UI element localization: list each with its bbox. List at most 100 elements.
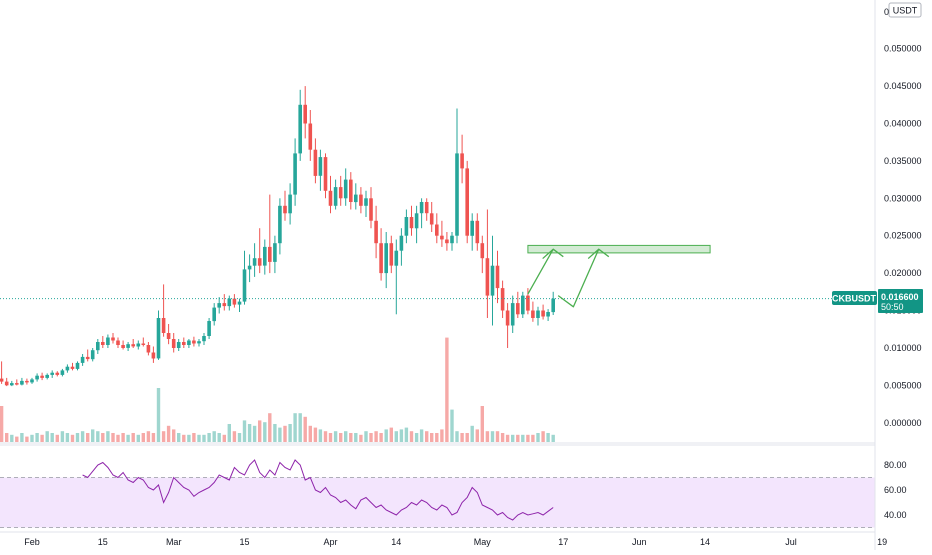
candle[interactable]	[516, 291, 520, 318]
candle[interactable]	[268, 194, 272, 274]
candle[interactable]	[546, 309, 550, 321]
candle[interactable]	[460, 134, 464, 184]
candle[interactable]	[354, 183, 358, 210]
candle[interactable]	[212, 303, 216, 326]
candle[interactable]	[288, 183, 292, 225]
candle[interactable]	[0, 361, 4, 384]
candle[interactable]	[455, 108, 459, 244]
candle[interactable]	[510, 295, 515, 333]
candle[interactable]	[126, 342, 130, 351]
candle[interactable]	[247, 254, 252, 283]
candle[interactable]	[40, 372, 44, 381]
candle[interactable]	[207, 318, 211, 339]
candlesticks[interactable]	[0, 86, 555, 387]
candle[interactable]	[232, 294, 237, 308]
candle[interactable]	[60, 368, 65, 377]
candle[interactable]	[257, 228, 262, 274]
candle[interactable]	[369, 187, 373, 229]
candle[interactable]	[15, 379, 19, 386]
candle[interactable]	[374, 205, 378, 259]
candle[interactable]	[171, 333, 176, 353]
candle[interactable]	[394, 239, 399, 315]
candle[interactable]	[222, 294, 227, 311]
candle[interactable]	[182, 337, 186, 349]
candle[interactable]	[298, 89, 302, 161]
candle[interactable]	[151, 346, 156, 363]
candle[interactable]	[136, 340, 141, 350]
candle[interactable]	[531, 301, 535, 322]
candle[interactable]	[50, 370, 54, 378]
candle[interactable]	[30, 377, 34, 384]
candle[interactable]	[146, 342, 151, 356]
candle[interactable]	[75, 361, 80, 371]
candle[interactable]	[399, 228, 404, 266]
candle[interactable]	[323, 153, 328, 199]
candle[interactable]	[485, 209, 490, 319]
candle[interactable]	[197, 339, 201, 347]
currency-badge[interactable]: USDT	[888, 2, 922, 18]
candle[interactable]	[278, 198, 282, 255]
candle[interactable]	[328, 175, 333, 214]
candle[interactable]	[465, 160, 469, 244]
candle[interactable]	[419, 198, 424, 229]
candle[interactable]	[470, 213, 474, 251]
candle[interactable]	[4, 377, 9, 387]
candle[interactable]	[80, 354, 85, 366]
candle[interactable]	[445, 232, 449, 251]
candle[interactable]	[90, 348, 95, 362]
candle[interactable]	[192, 336, 196, 347]
candle[interactable]	[242, 250, 247, 305]
candle[interactable]	[273, 235, 277, 274]
candle[interactable]	[495, 250, 500, 304]
candle[interactable]	[161, 284, 166, 337]
candle[interactable]	[70, 362, 75, 371]
candle[interactable]	[141, 337, 146, 347]
candle[interactable]	[176, 339, 181, 351]
candle[interactable]	[521, 291, 525, 318]
candle[interactable]	[480, 235, 485, 274]
candle[interactable]	[35, 373, 39, 382]
candle[interactable]	[65, 364, 70, 373]
candle[interactable]	[96, 339, 100, 354]
projection-arrow[interactable]	[557, 248, 610, 308]
candle[interactable]	[20, 377, 24, 386]
candle[interactable]	[121, 340, 125, 350]
candle[interactable]	[131, 339, 135, 348]
candle[interactable]	[166, 324, 171, 345]
candle[interactable]	[505, 303, 510, 348]
candle[interactable]	[156, 310, 161, 360]
candle[interactable]	[303, 86, 307, 139]
candle[interactable]	[252, 243, 257, 277]
candle[interactable]	[101, 336, 105, 348]
target-zone-rectangle[interactable]	[527, 244, 711, 254]
candle[interactable]	[500, 280, 505, 318]
candle[interactable]	[440, 220, 444, 247]
candle[interactable]	[526, 288, 530, 315]
candle[interactable]	[237, 298, 242, 312]
candle[interactable]	[490, 235, 495, 326]
projection-arrow[interactable]	[527, 248, 564, 295]
drawing-annotations[interactable]	[527, 244, 711, 308]
candle[interactable]	[187, 339, 191, 348]
candle[interactable]	[116, 337, 120, 349]
candle[interactable]	[450, 232, 454, 251]
candle[interactable]	[384, 232, 388, 289]
candle[interactable]	[111, 333, 115, 344]
candle[interactable]	[55, 371, 60, 377]
candle[interactable]	[333, 179, 338, 210]
candle[interactable]	[25, 378, 29, 385]
candle[interactable]	[551, 291, 555, 315]
candle[interactable]	[364, 190, 368, 217]
candle[interactable]	[414, 205, 419, 244]
candle[interactable]	[106, 334, 110, 349]
candle[interactable]	[217, 297, 221, 314]
candle[interactable]	[424, 198, 429, 221]
candle[interactable]	[318, 149, 323, 191]
candle[interactable]	[429, 202, 434, 232]
candle[interactable]	[359, 187, 363, 214]
candle[interactable]	[536, 306, 540, 326]
candle[interactable]	[343, 168, 348, 206]
candle[interactable]	[308, 110, 313, 161]
candle[interactable]	[10, 380, 14, 387]
